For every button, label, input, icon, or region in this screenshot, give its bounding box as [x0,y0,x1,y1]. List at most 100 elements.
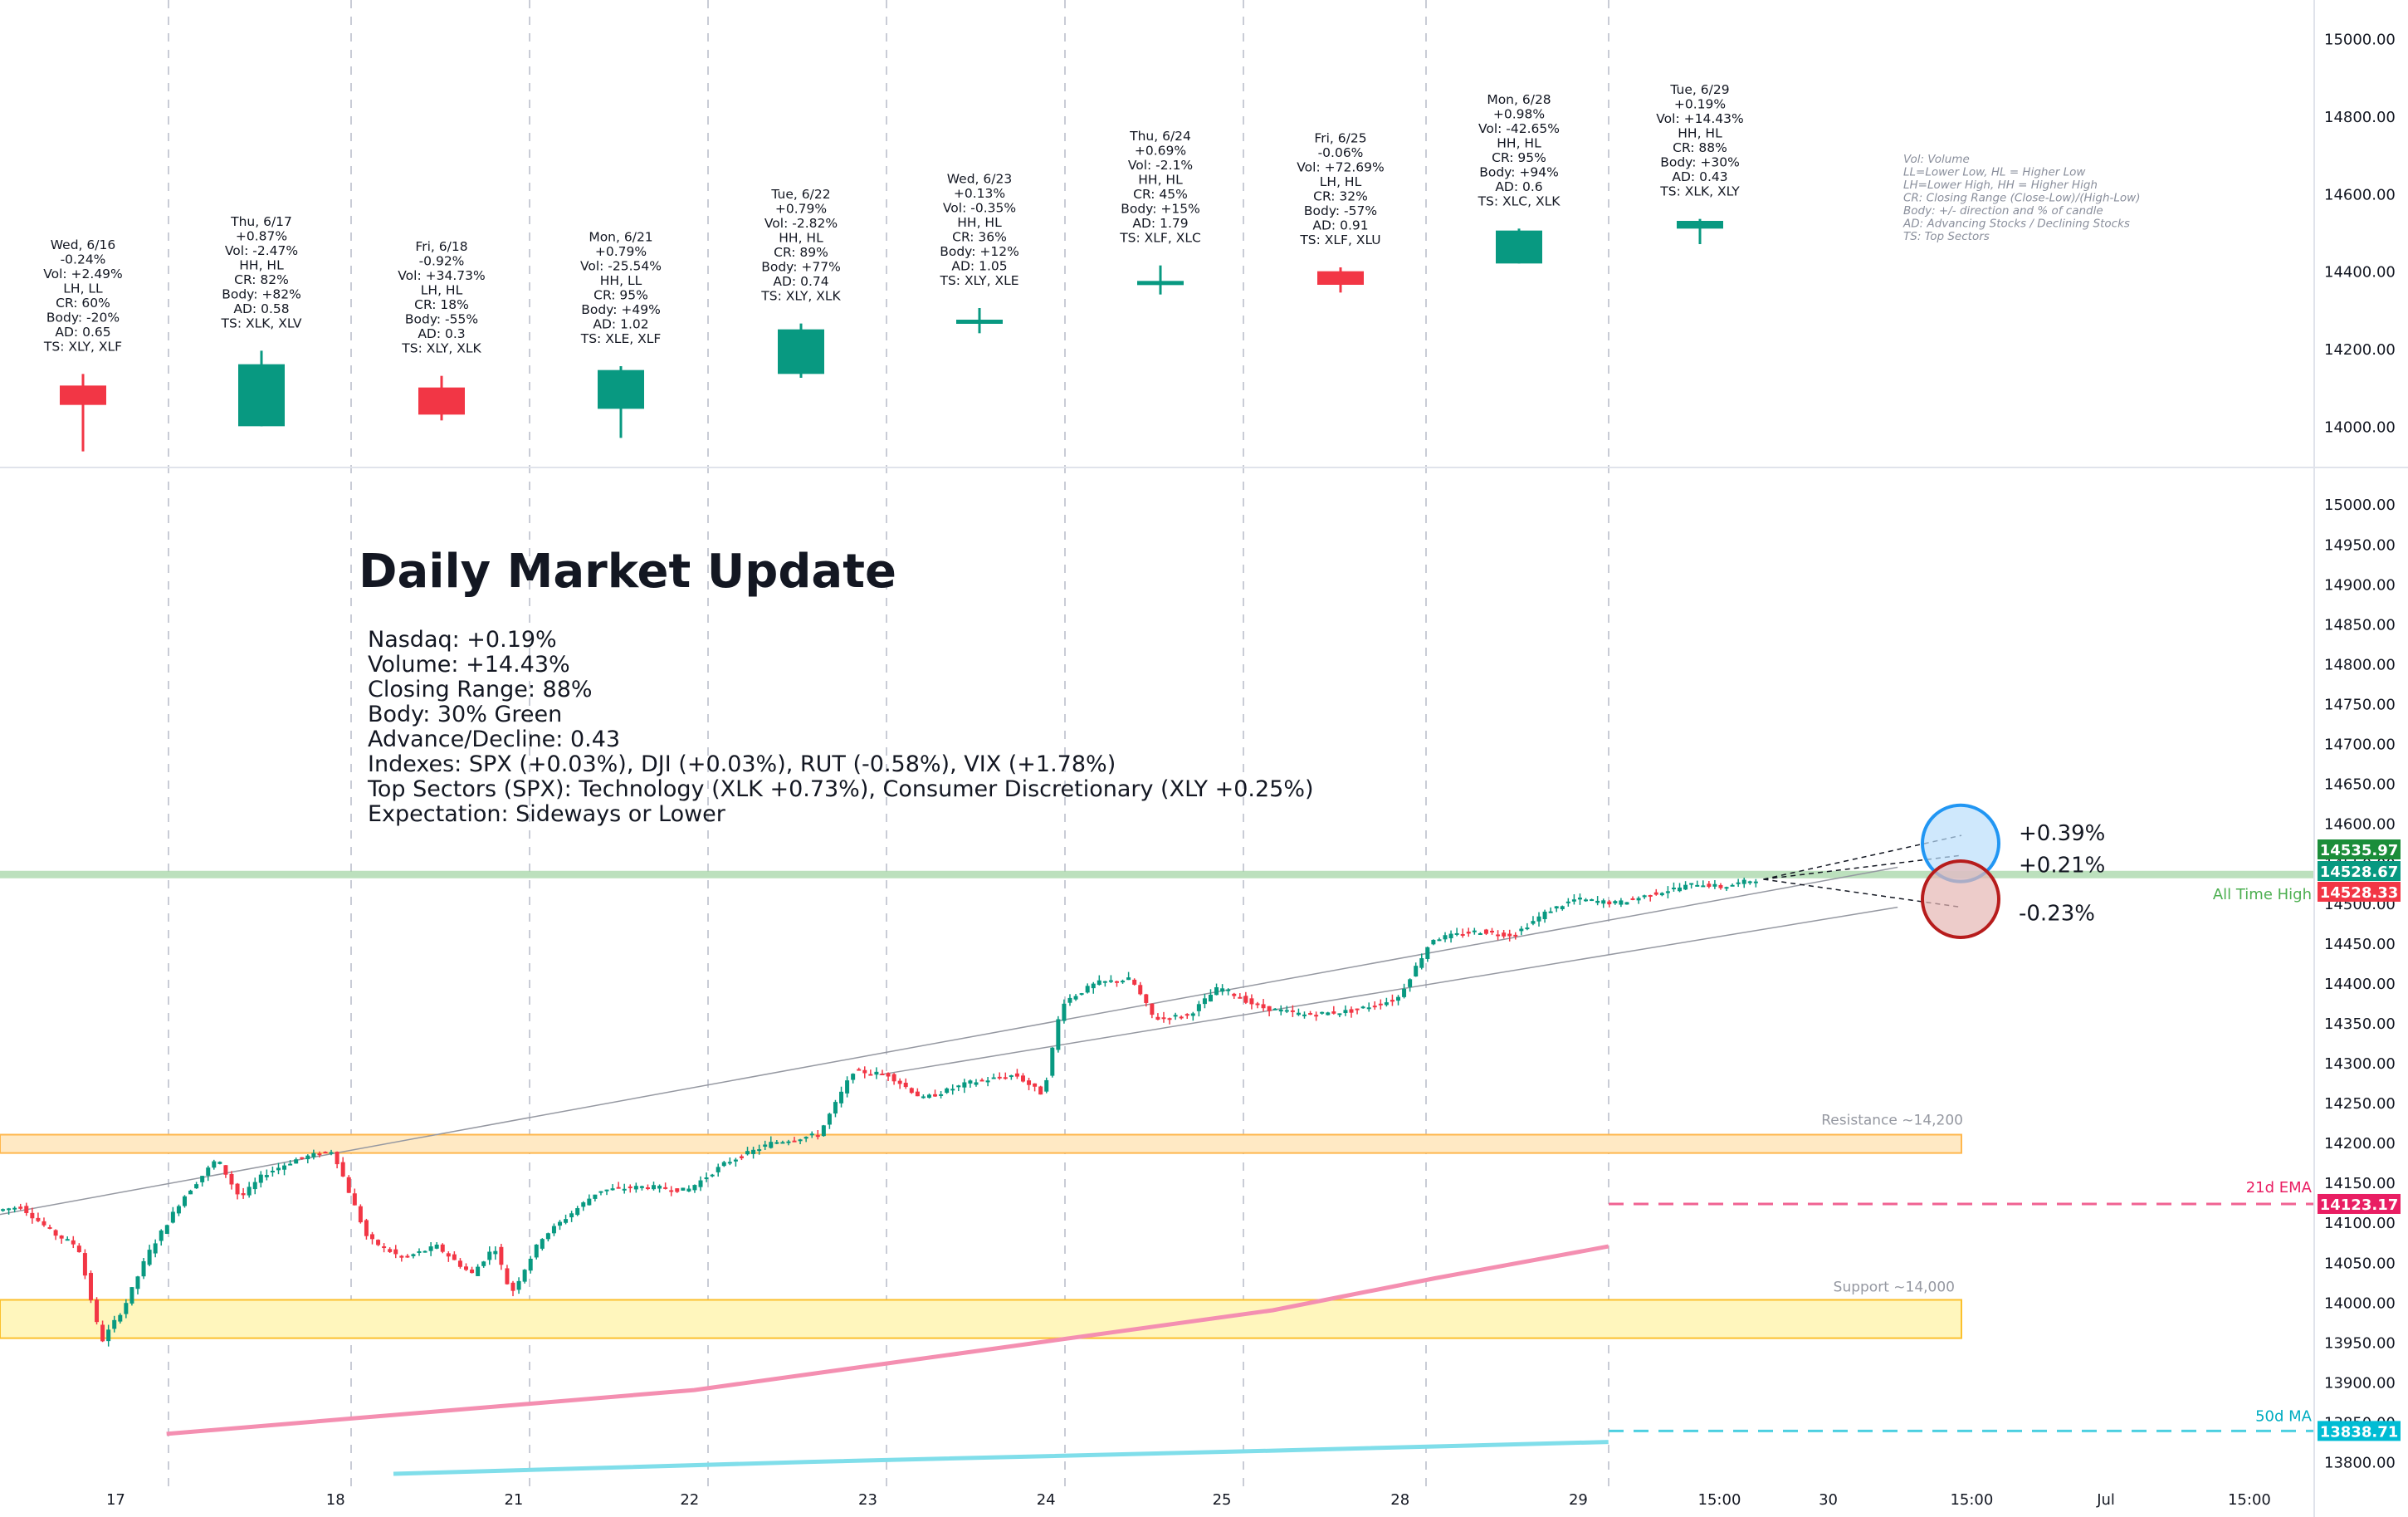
intraday-candle-body [405,1255,410,1258]
intraday-candle-body [124,1303,129,1314]
price-label-box [2318,839,2401,859]
daily-stat-line: Body: +82% [222,286,301,301]
legend-line: TS: Top Sectors [1903,230,1990,243]
intraday-candle-body [1073,996,1078,1000]
intraday-candle-body [428,1246,433,1251]
daily-candle-body [1137,281,1184,286]
intraday-candle-body [639,1186,644,1188]
intraday-candle-body [1701,885,1706,888]
price-label-box [2318,1421,2401,1441]
intraday-candle-body [1712,883,1717,887]
intraday-candle-body [481,1261,486,1266]
intraday-candle-body [1067,997,1072,1003]
intraday-candle-body [1490,930,1495,932]
intraday-candle-body [1653,892,1658,895]
intraday-candle-body [763,1144,768,1148]
intraday-candle-body [42,1221,46,1226]
intraday-candle-body [950,1089,955,1091]
intraday-candle-body [792,1140,797,1143]
intraday-candle-body [1261,1004,1266,1009]
intraday-candle-body [516,1280,521,1290]
intraday-candle-body [1050,1047,1055,1076]
upper-trendline [0,866,1898,1216]
intraday-candle-body [1460,933,1465,936]
daily-price-tick: 15000.00 [2324,32,2396,49]
daily-stat-line: CR: 45% [1133,187,1188,202]
daily-stat-line: AD: 0.91 [1312,218,1368,233]
intraday-candle-body [540,1239,545,1249]
intraday-candle-body [24,1206,29,1213]
daily-stat-line: Vol: +72.69% [1297,160,1384,175]
intraday-candle-body [1150,1003,1155,1015]
daily-stat-line: TS: XLK, XLY [1659,184,1740,199]
intraday-candle-body [1531,921,1536,924]
intraday-candle-body [558,1221,563,1226]
intraday-candle-body [276,1167,281,1171]
intraday-candle-body [1648,894,1653,897]
intraday-candle-body [1554,906,1559,909]
intraday-candle-body [1249,998,1254,1005]
intraday-candle-body [1044,1079,1049,1092]
daily-stat-line: Body: +15% [1121,202,1200,217]
intraday-candle-body [1425,947,1430,959]
intraday-candle-body [235,1183,240,1195]
legend-line: LL=Lower Low, HL = Higher Low [1903,166,2086,179]
lower-trendline [879,906,1898,1076]
intraday-candle-body [681,1187,686,1191]
price-label: 14528.67 [2320,864,2399,881]
intraday-price-tick: 14800.00 [2324,656,2396,673]
intraday-candle-body [675,1188,680,1192]
daily-stat-line: CR: 95% [593,288,648,303]
daily-stat-line: Wed, 6/23 [947,172,1012,187]
intraday-candle-body [956,1085,961,1088]
intraday-candle-body [1419,958,1424,968]
intraday-candle-body [939,1094,944,1096]
intraday-candle-body [622,1188,627,1191]
daily-stat-line: Vol: +14.43% [1656,111,1743,126]
daily-stat-line: HH, HL [239,257,284,272]
intraday-candle-body [1296,1012,1301,1015]
intraday-price-tick: 14600.00 [2324,816,2396,834]
intraday-price-tick: 15000.00 [2324,497,2396,514]
intraday-candle-body [393,1249,398,1255]
intraday-candle-body [979,1079,984,1082]
daily-stat-line: Mon, 6/21 [589,230,652,245]
intraday-candle-body [798,1139,803,1142]
intraday-candle-body [1014,1073,1019,1077]
intraday-candle-body [36,1217,41,1221]
intraday-price-tick: 14300.00 [2324,1055,2396,1073]
time-tick: 21 [504,1491,523,1509]
daily-stat-line: TS: XLY, XLF [43,339,122,354]
intraday-candle-body [803,1137,808,1139]
intraday-candle-body [1349,1009,1354,1013]
intraday-price-tick: 14000.00 [2324,1294,2396,1312]
intraday-candle-body [945,1088,950,1094]
daily-stat-line: CR: 89% [774,245,828,260]
intraday-candle-body [815,1135,820,1138]
intraday-candle-body [1144,994,1149,1003]
intraday-candle-body [464,1266,469,1270]
intraday-candle-body [1173,1015,1178,1017]
intraday-candle-body [903,1082,908,1088]
intraday-candle-body [1343,1010,1348,1014]
price-label-box [2318,882,2401,902]
ma50-curve [393,1440,1609,1476]
intraday-panel[interactable]: Resistance ~14,200 Support ~14,000 All Tim… [0,545,2314,1476]
daily-price-tick: 14000.00 [2324,418,2396,436]
daily-candle-body [778,329,824,374]
intraday-candle-body [874,1071,879,1075]
annotation-line: Body: 30% Green [368,702,562,727]
intraday-candle-body [698,1180,703,1187]
intraday-candle-body [305,1155,310,1160]
intraday-candle-body [1079,993,1084,996]
intraday-candle-body [1337,1013,1342,1015]
time-axis: 17 18 21 22 23 24 25 28 29 15:00 30 15:00 Jul 15:00 [106,1491,2271,1509]
intraday-candle-body [1009,1075,1014,1078]
intraday-candle-body [827,1113,832,1125]
intraday-candle-body [1243,996,1248,1003]
daily-candle-body [1496,230,1542,264]
intraday-candle-body [1707,883,1712,888]
intraday-candle-body [1431,939,1436,945]
